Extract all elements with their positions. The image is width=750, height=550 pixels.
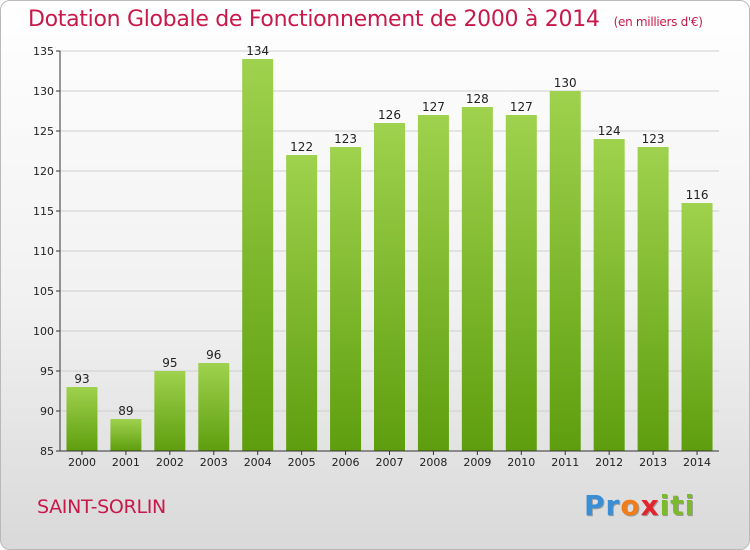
x-tick-label: 2014: [683, 456, 711, 469]
logo-letter: P: [584, 489, 606, 522]
y-tick-label: 105: [33, 285, 54, 298]
x-tick-label: 2005: [288, 456, 316, 469]
x-tick-label: 2000: [68, 456, 96, 469]
logo-letter: t: [670, 489, 685, 522]
x-tick-label: 2012: [595, 456, 623, 469]
bars: [66, 59, 713, 451]
x-tick-label: 2010: [507, 456, 535, 469]
y-tick-label: 100: [33, 325, 54, 338]
y-tick-label: 85: [40, 445, 54, 458]
x-tick-label: 2008: [419, 456, 447, 469]
chart-title: Dotation Globale de Fonctionnement de 20…: [28, 7, 703, 32]
bar-2005: [286, 155, 318, 451]
chart-unit-label: (en milliers d'€): [613, 15, 703, 29]
bar-2000: [66, 387, 98, 451]
bar-2013: [637, 147, 669, 451]
x-tick-label: 2003: [200, 456, 228, 469]
value-label: 130: [554, 76, 577, 90]
x-tick-label: 2013: [639, 456, 667, 469]
bar-2001: [110, 419, 142, 451]
logo-letter: x: [640, 489, 660, 522]
bar-2008: [417, 115, 449, 451]
value-label: 123: [334, 132, 357, 146]
bar-2007: [374, 123, 405, 451]
x-tick-label: 2002: [156, 456, 184, 469]
bar-2010: [505, 115, 537, 451]
y-tick-label: 130: [33, 85, 54, 98]
y-tick-label: 115: [33, 205, 54, 218]
bar-2014: [681, 203, 713, 451]
value-label: 127: [510, 100, 533, 114]
y-tick-label: 110: [33, 245, 54, 258]
logo-letter: r: [605, 489, 621, 522]
value-label: 89: [118, 404, 133, 418]
value-label: 122: [290, 140, 313, 154]
value-label: 96: [206, 348, 221, 362]
chart-title-text: Dotation Globale de Fonctionnement de 20…: [28, 7, 600, 32]
y-tick-label: 125: [33, 125, 54, 138]
y-tick-label: 95: [40, 365, 54, 378]
logo-letter: o: [620, 489, 641, 522]
bar-2011: [549, 91, 581, 451]
value-label: 128: [466, 92, 489, 106]
x-tick-label: 2009: [463, 456, 491, 469]
value-label: 93: [74, 372, 89, 386]
bar-2003: [198, 363, 230, 451]
logo-letter: i: [684, 489, 696, 522]
labels: 85 90 95 100 105 110 115 120 125 130 135 2000 93 2001…: [33, 44, 711, 469]
value-label: 127: [422, 100, 445, 114]
x-tick-label: 2007: [376, 456, 404, 469]
x-tick-label: 2004: [244, 456, 272, 469]
bar-2006: [330, 147, 362, 451]
value-label: 116: [686, 188, 709, 202]
x-tick-label: 2011: [551, 456, 579, 469]
bar-2009: [461, 107, 493, 451]
y-tick-label: 120: [33, 165, 54, 178]
bar-2002: [154, 371, 186, 451]
value-label: 123: [642, 132, 665, 146]
bar-2012: [593, 139, 625, 451]
value-label: 134: [246, 44, 269, 58]
y-tick-label: 135: [33, 45, 54, 58]
bar-2004: [242, 59, 274, 451]
location-label: SAINT-SORLIN: [37, 496, 166, 518]
logo-letter: i: [659, 489, 671, 522]
proxiti-logo: Proxiti: [584, 489, 695, 522]
value-label: 124: [598, 124, 621, 138]
x-tick-label: 2006: [332, 456, 360, 469]
value-label: 126: [378, 108, 401, 122]
y-tick-label: 90: [40, 405, 54, 418]
x-tick-label: 2001: [112, 456, 140, 469]
value-label: 95: [162, 356, 177, 370]
axes: [56, 50, 719, 455]
